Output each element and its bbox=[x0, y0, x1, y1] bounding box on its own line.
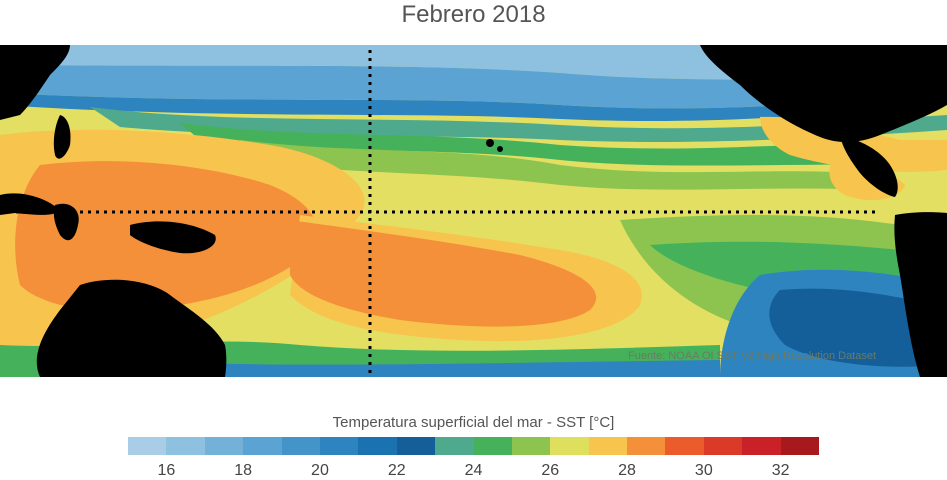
sst-band-center-29 bbox=[290, 220, 597, 327]
sst-band-north-22 bbox=[0, 93, 947, 122]
colorbar-swatch bbox=[204, 437, 244, 455]
sst-band-southeast-20 bbox=[769, 288, 947, 367]
colorbar-swatch bbox=[166, 437, 205, 455]
land-north-america bbox=[700, 45, 947, 143]
land-hawaii bbox=[486, 139, 494, 147]
land-central-america bbox=[840, 135, 898, 197]
land-asia bbox=[0, 45, 70, 120]
colorbar-tick-label: 22 bbox=[387, 462, 406, 479]
sst-map bbox=[0, 45, 947, 377]
sst-band-north-25 bbox=[180, 123, 900, 166]
colorbar-swatch bbox=[358, 437, 397, 455]
colorbar-swatch bbox=[703, 437, 743, 455]
colorbar-tick-label: 30 bbox=[694, 462, 713, 479]
colorbar-swatch bbox=[665, 437, 704, 455]
colorbar-title: Temperatura superficial del mar - SST [°… bbox=[332, 414, 615, 431]
sst-band-south-22 bbox=[200, 360, 720, 377]
colorbar-swatch bbox=[128, 437, 167, 455]
data-source-credit: Fuente: NOAA OI SST V2 High Resolution D… bbox=[628, 350, 877, 362]
sst-band-north-18 bbox=[0, 65, 947, 109]
colorbar-tick-label: 26 bbox=[541, 462, 560, 479]
colorbar-swatch bbox=[550, 437, 589, 455]
colorbar-tick-label: 16 bbox=[157, 462, 176, 479]
colorbar-tick-label: 28 bbox=[618, 462, 636, 479]
land-hawaii-2 bbox=[497, 146, 503, 152]
colorbar-swatch bbox=[511, 437, 551, 455]
colorbar-swatch bbox=[281, 437, 320, 455]
colorbar-swatch bbox=[396, 437, 436, 455]
land-indonesia-1 bbox=[0, 193, 60, 215]
colorbar-swatch bbox=[435, 437, 474, 455]
map-title: Febrero 2018 bbox=[401, 1, 546, 28]
sst-band-north-26 bbox=[240, 140, 880, 190]
colorbar-tick-label: 20 bbox=[311, 462, 329, 479]
colorbar bbox=[128, 437, 820, 455]
colorbar-tick-label: 32 bbox=[771, 462, 790, 479]
colorbar-swatch bbox=[319, 437, 359, 455]
colorbar-swatch bbox=[627, 437, 666, 455]
land-new-guinea bbox=[130, 221, 216, 254]
colorbar-swatch bbox=[588, 437, 628, 455]
land-masses bbox=[0, 45, 947, 377]
colorbar-swatch bbox=[780, 437, 820, 455]
colorbar-swatch bbox=[742, 437, 781, 455]
colorbar-swatch bbox=[473, 437, 512, 455]
colorbar-tick-label: 24 bbox=[464, 462, 483, 479]
colorbar-tick-label: 18 bbox=[234, 462, 253, 479]
land-south-america bbox=[894, 212, 947, 377]
land-philippines bbox=[53, 115, 71, 159]
land-australia bbox=[36, 279, 227, 377]
colorbar-swatch bbox=[243, 437, 282, 455]
